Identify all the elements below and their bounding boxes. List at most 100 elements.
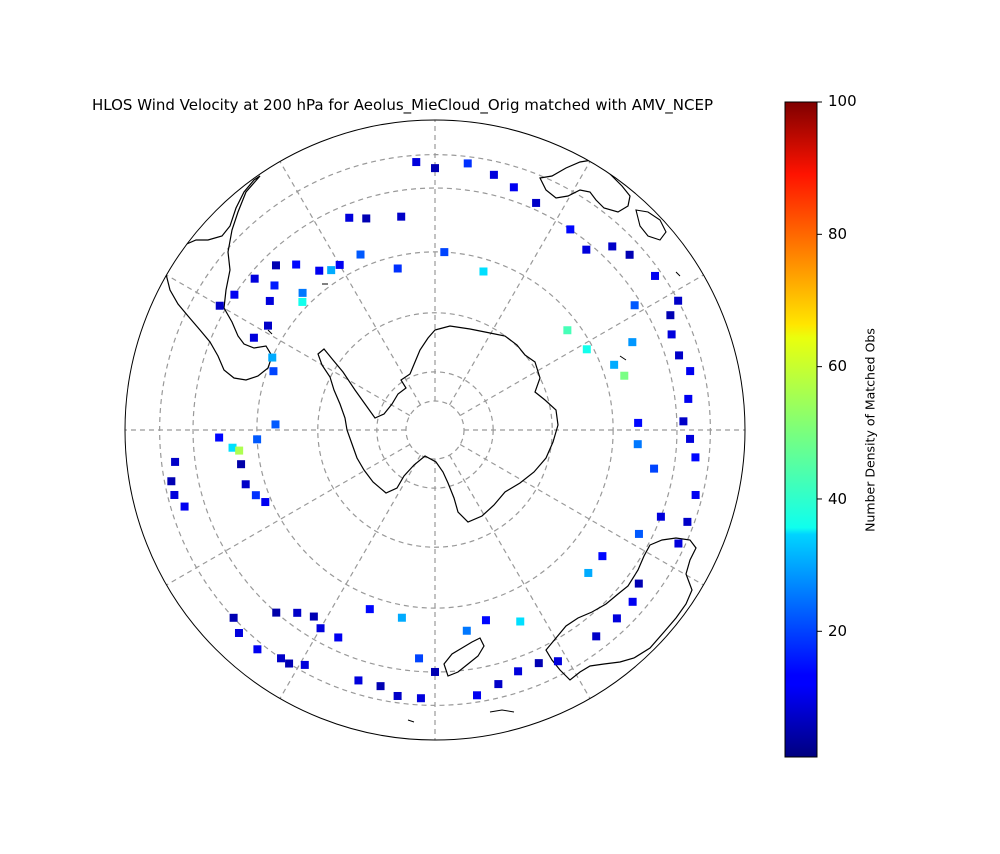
map-boundary bbox=[124, 119, 746, 741]
data-cell bbox=[634, 579, 643, 588]
meridian-line bbox=[160, 443, 411, 590]
data-cell bbox=[612, 614, 621, 623]
colorbar bbox=[784, 101, 818, 758]
data-cell bbox=[431, 164, 439, 173]
data-cell bbox=[230, 290, 239, 299]
parallel-line bbox=[405, 400, 465, 460]
data-cell bbox=[397, 613, 406, 622]
data-cell bbox=[494, 680, 503, 689]
data-cell bbox=[462, 626, 471, 635]
data-cell bbox=[271, 261, 280, 270]
colorbar-ticks bbox=[817, 101, 822, 632]
data-cell bbox=[608, 242, 617, 251]
data-cell bbox=[684, 394, 693, 403]
data-cell bbox=[674, 539, 683, 548]
data-cell bbox=[293, 608, 302, 617]
graticule bbox=[125, 120, 745, 740]
data-cell bbox=[265, 296, 274, 305]
data-cell bbox=[415, 654, 424, 663]
data-cell bbox=[309, 612, 318, 621]
data-cell bbox=[667, 330, 676, 339]
data-cell bbox=[473, 691, 482, 700]
data-cell bbox=[686, 367, 695, 376]
data-cell bbox=[691, 490, 700, 499]
data-cell bbox=[584, 568, 593, 577]
data-cell bbox=[264, 321, 273, 330]
new-zealand-coastline bbox=[443, 637, 485, 677]
data-cell bbox=[393, 691, 402, 700]
data-cell bbox=[563, 326, 572, 335]
data-cell bbox=[628, 597, 637, 606]
colorbar-tick-label: 80 bbox=[828, 225, 848, 243]
data-cell bbox=[481, 616, 490, 625]
data-cell bbox=[431, 667, 439, 676]
australia-coastline bbox=[545, 537, 697, 681]
data-cell bbox=[489, 170, 498, 179]
data-cell bbox=[479, 267, 488, 276]
data-cell bbox=[516, 617, 525, 626]
map-area[interactable] bbox=[118, 113, 752, 747]
data-cell bbox=[666, 311, 675, 320]
data-cell bbox=[272, 608, 281, 617]
data-cell bbox=[628, 338, 637, 347]
data-cell bbox=[634, 418, 643, 427]
data-cell bbox=[356, 250, 365, 259]
data-cell bbox=[610, 360, 619, 369]
data-cell bbox=[656, 512, 665, 521]
data-cell bbox=[253, 435, 262, 444]
data-cell bbox=[412, 158, 421, 167]
data-cell bbox=[270, 281, 279, 290]
africa-coastline bbox=[539, 159, 631, 213]
data-cell bbox=[315, 266, 324, 275]
data-cell bbox=[440, 248, 449, 257]
data-cell bbox=[553, 657, 562, 666]
island-coastline bbox=[267, 271, 681, 723]
data-cell bbox=[316, 624, 325, 633]
data-cell bbox=[269, 367, 278, 376]
data-cell bbox=[327, 266, 336, 275]
data-cell bbox=[633, 440, 642, 449]
data-cell bbox=[650, 464, 659, 473]
data-cell bbox=[630, 301, 639, 310]
data-cell bbox=[167, 477, 176, 486]
data-cell bbox=[345, 213, 354, 222]
madagascar-coastline bbox=[635, 209, 667, 241]
data-cell bbox=[215, 301, 224, 310]
data-cell bbox=[679, 417, 688, 426]
meridian-line bbox=[459, 270, 710, 417]
data-cell bbox=[686, 434, 695, 443]
data-cell bbox=[229, 613, 238, 622]
data-cell bbox=[532, 198, 541, 207]
meridian-line bbox=[448, 454, 595, 705]
colorbar-tick-label: 100 bbox=[828, 92, 857, 110]
data-cell bbox=[354, 676, 363, 685]
colorbar-tick-label: 60 bbox=[828, 357, 848, 375]
data-cell bbox=[249, 333, 258, 342]
data-cell bbox=[268, 353, 277, 362]
data-cell bbox=[180, 502, 189, 511]
data-cell bbox=[397, 212, 406, 221]
colorbar-tick-label: 20 bbox=[828, 622, 848, 640]
data-cell bbox=[534, 659, 543, 668]
colorbar-tick-label: 40 bbox=[828, 490, 848, 508]
data-cell bbox=[298, 297, 307, 306]
data-cell bbox=[514, 667, 523, 676]
data-cell bbox=[620, 371, 629, 380]
chart-title: HLOS Wind Velocity at 200 hPa for Aeolus… bbox=[92, 96, 713, 114]
data-cell bbox=[675, 351, 684, 360]
data-cell bbox=[250, 274, 259, 283]
data-cell bbox=[416, 694, 425, 703]
data-cell bbox=[463, 159, 472, 168]
data-cell bbox=[285, 659, 294, 668]
data-cell bbox=[335, 260, 344, 269]
data-cell bbox=[625, 250, 634, 259]
data-cell bbox=[261, 498, 270, 507]
data-cell bbox=[566, 225, 575, 234]
data-cell bbox=[170, 490, 179, 499]
data-cell bbox=[634, 529, 643, 538]
data-cell bbox=[271, 420, 280, 429]
data-cell bbox=[362, 214, 371, 223]
data-cell bbox=[235, 446, 244, 455]
data-cell bbox=[253, 645, 262, 654]
